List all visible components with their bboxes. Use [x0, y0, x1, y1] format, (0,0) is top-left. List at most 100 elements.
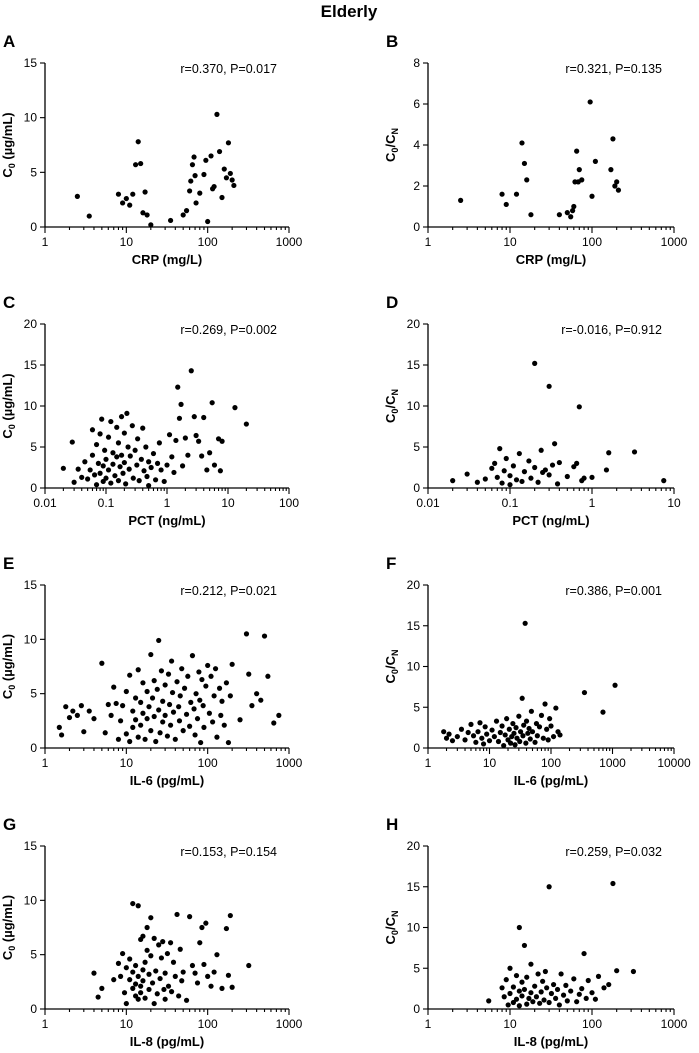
data-point: [521, 722, 527, 728]
data-point: [192, 173, 198, 179]
data-point: [75, 466, 81, 472]
data-point: [142, 736, 148, 742]
data-point: [138, 699, 144, 705]
data-point: [135, 139, 141, 145]
data-point: [132, 447, 138, 453]
data-point: [441, 729, 447, 735]
x-tick-label: 100: [582, 235, 602, 249]
data-point: [491, 733, 497, 740]
x-tick-label: 1: [425, 235, 432, 249]
y-tick-label: 15: [407, 358, 421, 372]
data-point: [519, 695, 525, 701]
data-point: [140, 425, 146, 431]
x-tick-label: 1: [425, 1017, 432, 1031]
data-point: [519, 140, 525, 146]
data-point: [133, 695, 139, 701]
data-point: [223, 925, 230, 932]
data-point: [189, 653, 196, 659]
data-point: [482, 476, 488, 482]
y-tick-label: 15: [24, 56, 38, 70]
x-axis-label: PCT (ng/mL): [512, 513, 589, 528]
data-point: [149, 980, 156, 986]
data-point: [528, 990, 534, 996]
data-point: [164, 950, 171, 957]
data-point: [110, 461, 116, 467]
data-point: [570, 208, 576, 214]
data-point: [130, 985, 136, 991]
data-point: [540, 978, 546, 984]
data-point: [563, 982, 569, 988]
data-point: [172, 973, 178, 980]
data-point: [153, 738, 159, 745]
x-tick-label: 100: [582, 1017, 602, 1031]
data-point: [111, 977, 117, 983]
data-point: [630, 968, 637, 975]
data-point: [581, 475, 587, 481]
data-point: [477, 720, 483, 726]
y-axis-label: C0/CN: [383, 389, 400, 423]
data-point: [207, 450, 213, 456]
data-point: [276, 712, 282, 719]
data-point: [140, 680, 146, 686]
data-point: [544, 985, 550, 991]
figure-title: Elderly: [321, 2, 378, 21]
y-label-part: C: [0, 950, 15, 960]
data-point: [120, 703, 126, 709]
data-point: [560, 992, 567, 998]
data-point: [89, 427, 96, 433]
data-point: [564, 998, 570, 1004]
data-point: [204, 467, 210, 473]
x-tick-label: 100: [198, 756, 218, 770]
data-point: [523, 718, 530, 724]
data-point: [180, 728, 186, 734]
data-point: [140, 967, 146, 973]
data-point: [166, 701, 173, 708]
x-tick-label: 10: [503, 235, 517, 249]
data-point: [592, 158, 598, 164]
y-tick-label: 0: [413, 481, 420, 495]
data-point: [546, 472, 552, 478]
data-point: [162, 712, 168, 719]
data-point: [510, 999, 516, 1006]
data-point: [521, 160, 528, 167]
data-point: [191, 154, 197, 160]
y-tick-label: 10: [407, 660, 421, 674]
data-point: [138, 983, 144, 989]
data-point: [237, 717, 243, 723]
data-point: [631, 449, 638, 455]
data-point: [548, 723, 554, 729]
data-point: [540, 735, 546, 741]
data-point: [516, 988, 522, 994]
y-tick-label: 8: [413, 56, 420, 70]
data-point: [534, 733, 540, 739]
data-point: [458, 726, 465, 732]
y-axis-label: C0/CN: [383, 128, 400, 162]
data-point: [193, 691, 199, 697]
data-point: [214, 111, 220, 117]
data-point: [507, 482, 513, 488]
data-point: [516, 713, 522, 719]
data-point: [473, 739, 479, 745]
y-axis-label: C0 (µg/mL): [0, 112, 17, 177]
data-point: [474, 479, 480, 485]
data-point: [542, 968, 548, 975]
data-point: [254, 691, 260, 697]
data-point: [499, 723, 505, 729]
x-tick-label: 1000: [276, 756, 303, 770]
data-point: [120, 470, 126, 476]
data-point: [583, 995, 589, 1002]
panel-letter: D: [386, 293, 398, 312]
data-point: [610, 136, 616, 142]
data-point: [614, 179, 620, 185]
data-point: [585, 977, 591, 984]
data-point: [148, 651, 154, 658]
data-point: [519, 979, 525, 985]
data-point: [103, 456, 109, 462]
data-point: [523, 740, 529, 746]
data-point: [169, 689, 176, 696]
data-point: [118, 452, 125, 458]
data-point: [127, 672, 133, 678]
data-point: [516, 450, 522, 457]
